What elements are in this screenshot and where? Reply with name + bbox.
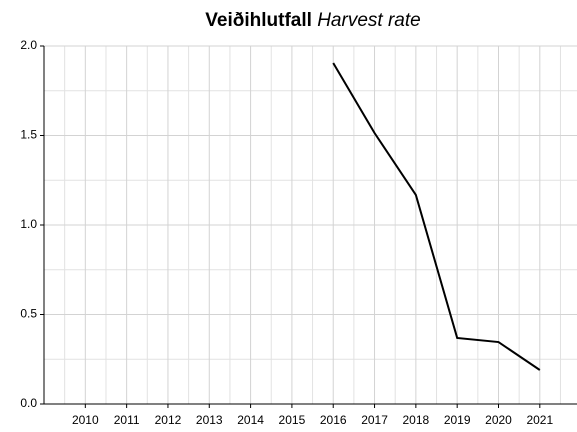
y-tick-label: 2.0 [20,38,37,52]
x-tick-label: 2012 [155,413,182,427]
y-tick-label: 1.5 [20,128,37,142]
title-main: Veiðihlutfall [205,10,312,31]
y-tick-label: 1.0 [20,217,37,231]
chart-title: Veiðihlutfall Harvest rate [205,10,420,31]
x-tick-label: 2015 [279,413,306,427]
y-tick-label: 0.5 [20,307,37,321]
x-tick-label: 2020 [485,413,512,427]
x-tick-label: 2014 [237,413,264,427]
title-translation: Harvest rate [317,10,420,31]
x-tick-label: 2017 [361,413,388,427]
x-tick-label: 2019 [444,413,471,427]
x-tick-label: 2021 [526,413,553,427]
y-tick-label: 0.0 [20,396,37,410]
line [332,62,541,371]
x-tick-label: 2018 [403,413,430,427]
x-tick-label: 2011 [114,413,140,427]
x-tick-label: 2016 [320,413,347,427]
x-tick-label: 2013 [196,413,223,427]
x-tick-label: 2010 [72,413,99,427]
